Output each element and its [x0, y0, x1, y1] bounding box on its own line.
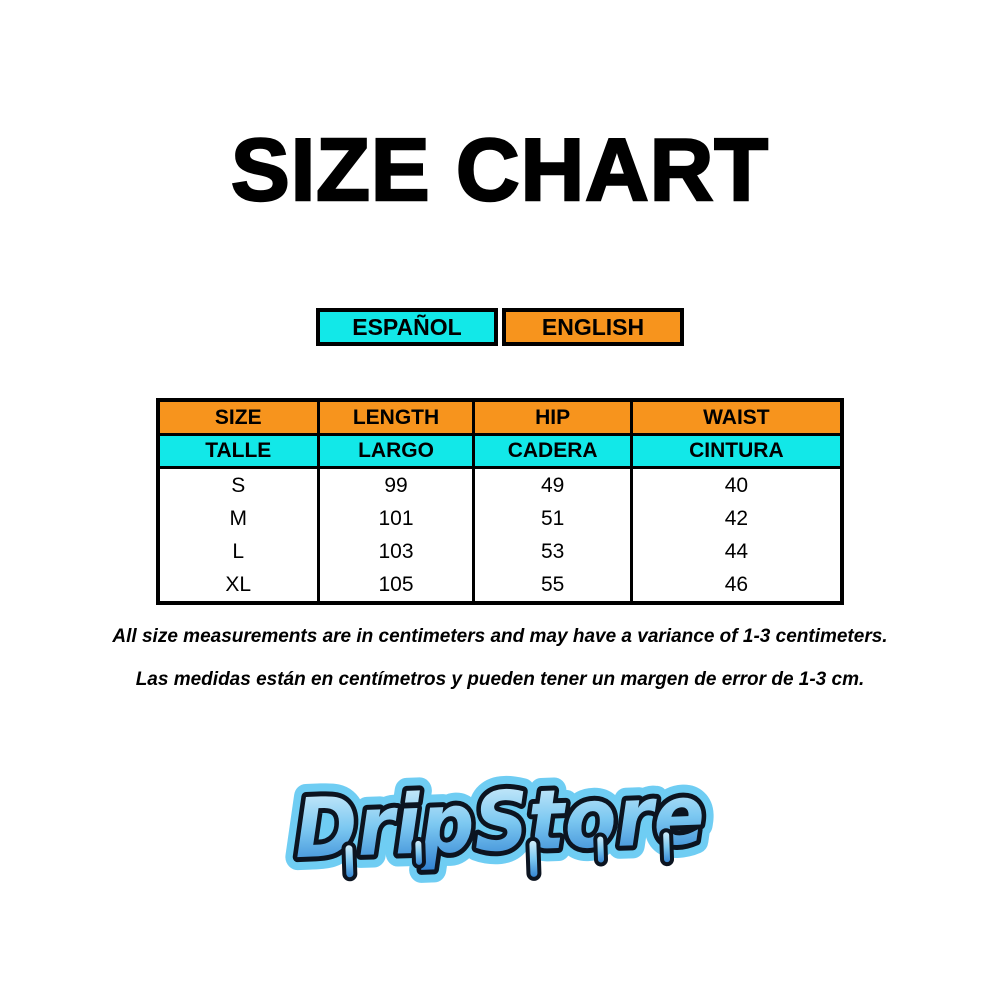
- cell-hip: 53: [472, 535, 633, 568]
- logo-drip: [525, 836, 542, 881]
- cell-waist: 46: [629, 568, 844, 603]
- header-cadera: CADERA: [472, 434, 633, 469]
- table-row-m: M 101 51 42: [156, 502, 844, 535]
- page-title: SIZE CHART: [230, 120, 770, 219]
- logo-drip: [411, 836, 426, 869]
- cell-waist: 40: [629, 467, 844, 502]
- language-tabs: ESPAÑOL ENGLISH: [316, 308, 684, 346]
- logo-drip: [593, 832, 608, 867]
- header-largo: LARGO: [316, 434, 476, 469]
- logo-drip: [341, 841, 358, 882]
- cell-size: S: [156, 467, 320, 502]
- logo-text: DripStore: [293, 768, 706, 877]
- header-waist: WAIST: [629, 400, 844, 436]
- cell-hip: 49: [472, 467, 633, 502]
- cell-size: L: [156, 535, 320, 568]
- table-row-s: S 99 49 40: [156, 467, 844, 502]
- cell-length: 99: [316, 467, 476, 502]
- logo-drip: [659, 828, 675, 867]
- cell-size: M: [156, 502, 320, 535]
- cell-waist: 42: [629, 502, 844, 535]
- table-header-english: SIZE LENGTH HIP WAIST: [156, 400, 844, 436]
- note-english: All size measurements are in centimeters…: [112, 626, 888, 647]
- dripstore-logo-graphic: DripStore DripStore: [280, 755, 719, 890]
- cell-length: 105: [316, 568, 476, 603]
- header-length: LENGTH: [316, 400, 476, 436]
- header-hip: HIP: [472, 400, 633, 436]
- dripstore-logo: DripStore DripStore: [0, 748, 1000, 908]
- header-cintura: CINTURA: [629, 434, 844, 469]
- tab-english[interactable]: ENGLISH: [502, 308, 684, 346]
- header-talle: TALLE: [156, 434, 320, 469]
- cell-hip: 55: [472, 568, 633, 603]
- cell-length: 103: [316, 535, 476, 568]
- size-table: SIZE LENGTH HIP WAIST TALLE LARGO CADERA…: [156, 398, 844, 605]
- cell-hip: 51: [472, 502, 633, 535]
- table-row-xl: XL 105 55 46: [156, 568, 844, 603]
- header-size: SIZE: [156, 400, 320, 436]
- table-row-l: L 103 53 44: [156, 535, 844, 568]
- table-header-spanish: TALLE LARGO CADERA CINTURA: [156, 434, 844, 469]
- note-spanish: Las medidas están en centímetros y puede…: [135, 669, 865, 690]
- tab-espanol[interactable]: ESPAÑOL: [316, 308, 498, 346]
- cell-waist: 44: [629, 535, 844, 568]
- cell-size: XL: [156, 568, 320, 603]
- cell-length: 101: [316, 502, 476, 535]
